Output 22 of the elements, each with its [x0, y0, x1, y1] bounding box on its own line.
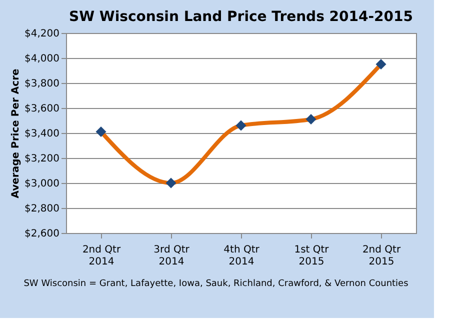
y-tick-label: $4,000	[24, 54, 60, 64]
x-tick-label: 1st Qtr 2015	[294, 244, 330, 268]
y-tick-label: $3,400	[24, 128, 60, 140]
x-tick-label: 2nd Qtr 2015	[362, 244, 402, 268]
chart-title: SW Wisconsin Land Price Trends 2014-2015	[68, 9, 414, 25]
y-tick-label: $3,800	[24, 78, 60, 90]
point	[306, 114, 316, 124]
y-tick-label: $2,800	[24, 204, 60, 214]
text: SW Wisconsin = Grant, Lafayette, Iowa, Sauk, Richland, Crawford, & Vernon Counties	[24, 279, 409, 289]
point	[96, 126, 106, 137]
point	[236, 120, 246, 131]
y-axis-title: Average Price Per Acre	[10, 68, 22, 198]
y-tick-label: $3,000	[24, 178, 60, 190]
y-tick-label: $2,600	[24, 228, 60, 240]
y-tick-label: $4,200	[24, 28, 60, 40]
point	[166, 178, 176, 188]
point	[376, 59, 386, 70]
x-tick-label: 2nd Qtr 2014	[82, 244, 122, 268]
y-tick-label: $3,600	[24, 104, 60, 114]
x-tick-label: 3rd Qtr 2014	[154, 244, 190, 268]
x-tick-label: 4th Qtr 2014	[224, 244, 260, 268]
y-tick-label: $3,200	[24, 154, 60, 164]
